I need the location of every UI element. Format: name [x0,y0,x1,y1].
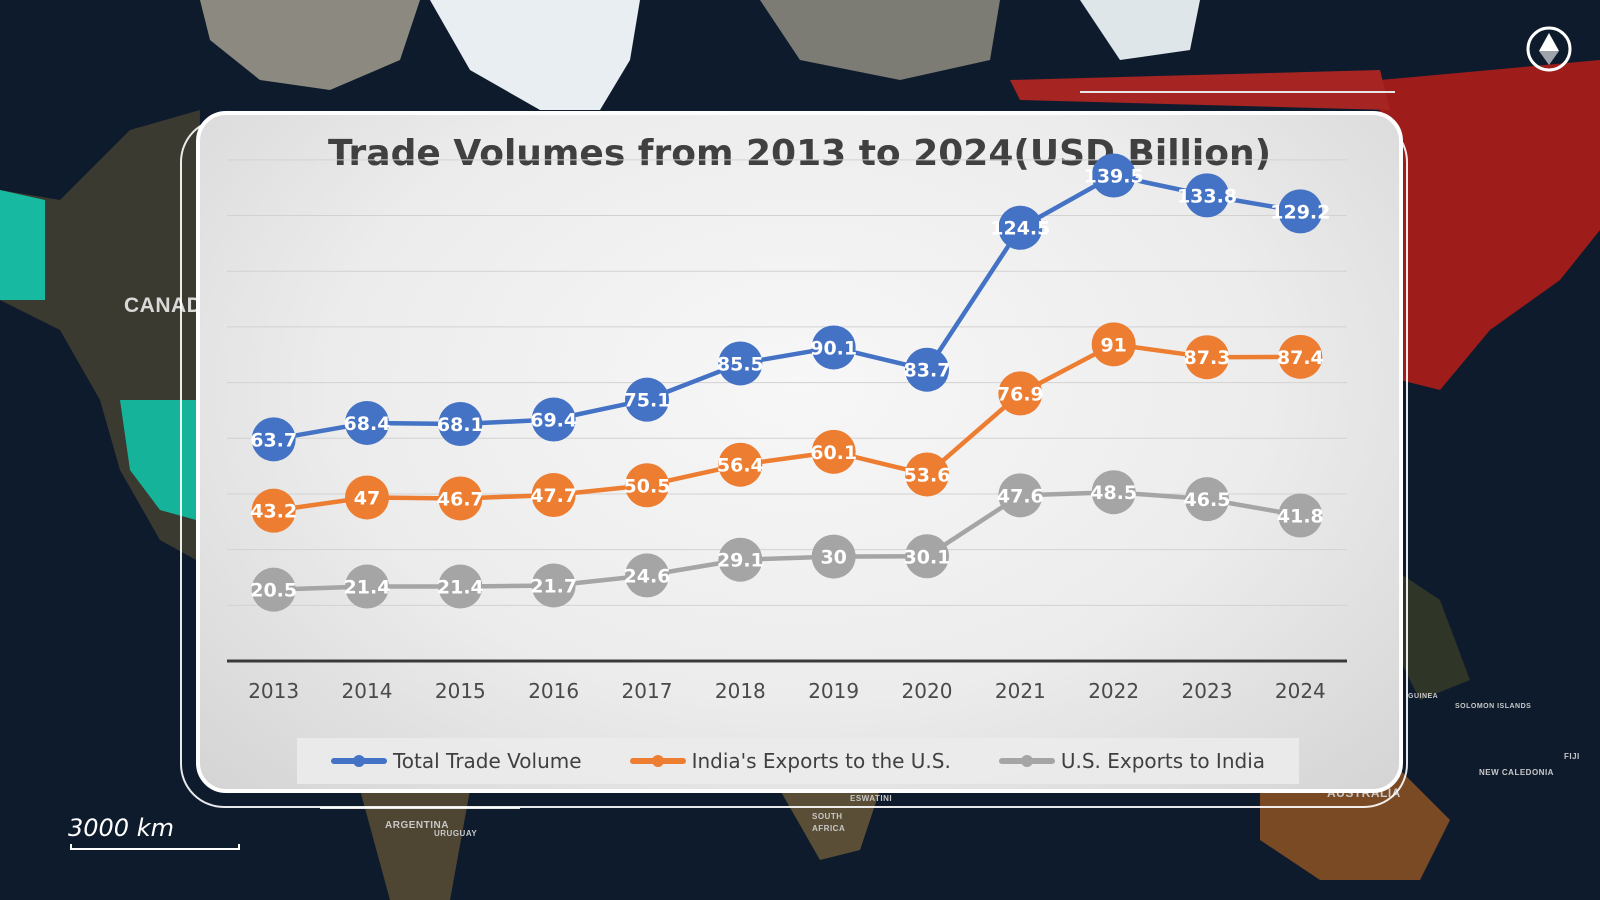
data-label: 29.1 [717,550,764,572]
data-label: 75.1 [624,390,671,412]
legend-label: U.S. Exports to India [1061,749,1265,773]
data-label: 85.5 [717,353,764,375]
legend-swatch [999,758,1055,764]
x-tick-label: 2019 [808,679,859,703]
map-label-new-caledonia: NEW CALEDONIA [1479,768,1554,777]
legend-item: India's Exports to the U.S. [630,749,951,773]
map-label-fiji: FIJI [1564,752,1580,761]
x-tick-label: 2023 [1182,679,1233,703]
legend-label: India's Exports to the U.S. [692,749,951,773]
data-label: 60.1 [810,442,857,464]
legend-item: Total Trade Volume [331,749,582,773]
data-label: 30.1 [904,546,951,568]
x-tick-label: 2015 [435,679,486,703]
data-label: 30 [820,547,846,569]
data-label: 69.4 [530,409,577,431]
line-chart: 2013 2014 2015 2016 2017 2018 2019 2020 2021 2022… [200,115,1399,789]
data-label: 91 [1100,334,1126,356]
x-tick-label: 2024 [1275,679,1326,703]
data-label: 43.2 [250,501,297,523]
data-label: 90.1 [810,337,857,359]
x-tick-label: 2014 [342,679,393,703]
data-label: 24.6 [624,565,671,587]
data-label: 68.4 [344,413,391,435]
data-label: 63.7 [250,429,297,451]
map-label-south-africa: SOUTH AFRICA [812,811,872,835]
data-label: 21.4 [437,577,484,599]
map-label-guinea: GUINEA [1408,693,1438,700]
scale-line [70,844,240,850]
series-3: 20.5 21.4 21.4 21.7 24.6 29.1 30 30.1 47.6 48.5 46… [250,470,1324,611]
data-label: 124.5 [990,218,1050,240]
data-label: 50.5 [624,475,671,497]
data-label: 46.5 [1184,489,1231,511]
map-label-solomon-islands: SOLOMON ISLANDS [1455,703,1531,710]
x-tick-label: 2017 [622,679,673,703]
legend-swatch [630,758,686,764]
data-label: 47.7 [530,485,577,507]
chart-card: Trade Volumes from 2013 to 2024(USD Bill… [196,111,1403,793]
x-tick-label: 2013 [248,679,299,703]
data-label: 41.8 [1277,506,1324,528]
scale-label: 3000 km [68,814,174,842]
data-label: 46.7 [437,488,484,510]
canada-highlight [0,190,45,300]
data-label: 21.4 [344,577,391,599]
series-1: 63.7 68.4 68.1 69.4 75.1 85.5 90.1 83.7 124.5 139… [250,154,1330,462]
data-label: 133.8 [1177,185,1237,207]
series-line [274,344,1301,510]
x-tick-label: 2018 [715,679,766,703]
data-label: 20.5 [250,580,297,602]
data-label: 53.6 [904,464,951,486]
data-label: 129.2 [1270,201,1330,223]
data-label: 21.7 [530,575,577,597]
x-tick-label: 2021 [995,679,1046,703]
legend-label: Total Trade Volume [393,749,582,773]
data-label: 87.4 [1277,347,1324,369]
legend-swatch [331,758,387,764]
data-label: 87.3 [1184,347,1231,369]
data-label: 76.9 [997,383,1044,405]
data-label: 83.7 [904,360,951,382]
data-label: 68.1 [437,414,484,436]
x-axis: 2013 2014 2015 2016 2017 2018 2019 2020 2021 2022… [227,661,1347,703]
x-tick-label: 2016 [528,679,579,703]
x-tick-label: 2022 [1088,679,1139,703]
data-label: 48.5 [1090,482,1137,504]
chart-legend: Total Trade Volume India's Exports to the… [297,738,1299,784]
data-label: 139.5 [1084,166,1144,188]
map-scale-bar: 3000 km [68,814,244,854]
data-label: 56.4 [717,455,764,477]
data-label: 47 [354,487,380,509]
x-tick-label: 2020 [902,679,953,703]
series-line [274,492,1301,589]
legend-item: U.S. Exports to India [999,749,1265,773]
data-label: 47.6 [997,485,1044,507]
compass-icon[interactable] [1525,25,1573,73]
map-label-uruguay: URUGUAY [434,829,477,838]
